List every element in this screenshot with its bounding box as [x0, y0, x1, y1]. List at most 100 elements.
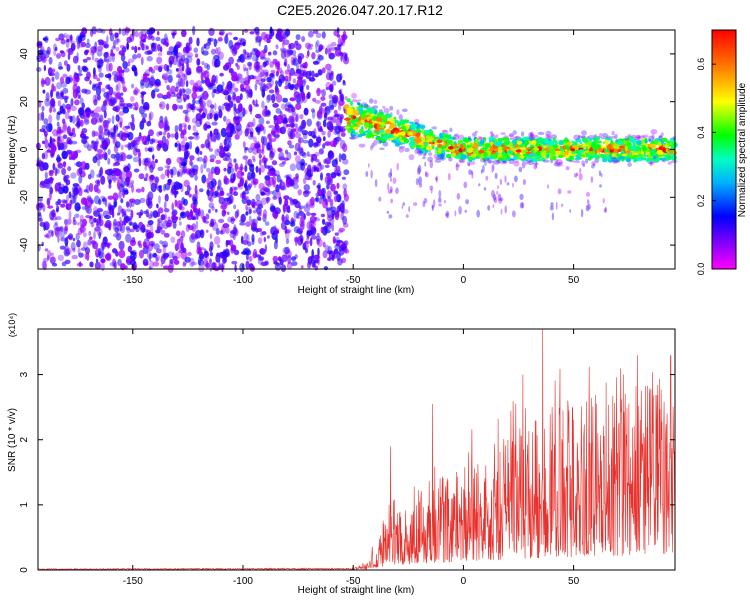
spectrogram-cell — [132, 54, 138, 60]
spectrogram-cell — [131, 46, 135, 50]
spectrogram-cell — [265, 60, 269, 66]
spectrogram-cell — [483, 137, 487, 142]
spectrogram-cell — [49, 256, 56, 265]
spectrogram-cell — [246, 234, 250, 244]
spectrogram-cell — [317, 134, 321, 142]
spectrogram-cell — [199, 188, 204, 193]
spectrogram-cell — [315, 32, 322, 38]
spectrogram-cell — [244, 186, 249, 191]
spectrogram-cell — [55, 156, 62, 162]
spectrogram-cell — [530, 131, 534, 138]
spectrogram-cell — [498, 198, 503, 204]
spectrogram-cell — [251, 155, 256, 161]
spectrogram-cell — [52, 129, 59, 137]
spectrogram-cell — [207, 132, 210, 140]
spectrogram-cell — [306, 230, 313, 237]
spectrogram-cell — [429, 160, 434, 169]
spectrogram-cell — [285, 123, 292, 128]
spectrogram-cell — [300, 215, 305, 224]
spectrogram-cell — [333, 109, 338, 116]
spectrogram-cell — [626, 141, 632, 147]
spectrogram-cell — [525, 159, 528, 166]
spectrogram-cell — [133, 264, 137, 270]
spectrogram-cell — [247, 171, 252, 181]
spectrogram-cell — [263, 236, 266, 243]
spectrogram-cell — [213, 235, 221, 245]
spectrogram-cell — [323, 266, 329, 271]
spectrogram-cell — [229, 186, 233, 195]
spectrogram-cell — [399, 136, 402, 142]
spectrogram-cell — [96, 49, 103, 57]
spectrogram-cell — [122, 125, 129, 131]
spectrogram-cell — [229, 239, 234, 247]
spectrogram-cell — [45, 123, 53, 133]
spectrogram-cell — [346, 121, 351, 125]
spectrogram-cell — [185, 46, 189, 52]
spectrogram-cell — [257, 217, 262, 221]
spectrogram-cell — [65, 203, 72, 211]
spectrogram-cell — [78, 187, 83, 196]
spectrogram-cell — [301, 152, 307, 158]
spectrogram-cell — [44, 248, 49, 252]
spectrogram-cell — [72, 55, 79, 64]
spectrogram-cell — [615, 139, 619, 143]
spectrogram-cell — [324, 47, 328, 55]
spectrogram-cell — [50, 144, 57, 153]
spectrogram-cell — [209, 197, 214, 203]
spectrogram-cell — [483, 151, 488, 157]
spectrogram-cell — [41, 111, 45, 121]
spectrogram-cell — [270, 228, 273, 235]
spectrogram-cell — [386, 210, 390, 214]
spectrogram-cell — [415, 144, 422, 148]
spectrogram-cell — [265, 142, 270, 151]
spectrogram-cell — [233, 158, 237, 163]
spectrogram-cell — [594, 136, 600, 142]
spectrogram-cell — [104, 169, 109, 175]
spectrogram-cell — [120, 144, 124, 151]
spectrogram-cell — [76, 52, 79, 62]
spectrogram-cell — [293, 91, 301, 99]
spectrogram-cell — [174, 252, 182, 259]
spectrogram-cell — [231, 95, 238, 102]
spectrogram-cell — [310, 130, 316, 138]
spectrogram-cell — [335, 117, 342, 127]
spectrogram-cell — [88, 182, 94, 193]
spectrogram-cell — [497, 185, 499, 190]
spectrogram-cell — [55, 216, 62, 221]
spectrogram-cell — [508, 133, 514, 138]
spectrogram-cell — [236, 209, 240, 217]
spectrogram-cell — [180, 246, 185, 251]
spectrogram-cell — [164, 213, 168, 221]
spectrogram-cell — [193, 134, 200, 141]
spectrogram-cell — [146, 120, 152, 127]
spectrogram-cell — [313, 166, 317, 172]
spectrogram-cell — [275, 80, 279, 86]
spectrogram-cell — [81, 136, 88, 144]
spectrogram-cell — [237, 183, 242, 188]
colorbar: 0.00.20.40.6 Normalized spectral amplitu… — [696, 29, 748, 275]
spectrogram-cell — [142, 228, 149, 233]
spectrogram-cell — [590, 176, 594, 184]
spectrogram-cell — [59, 76, 65, 84]
spectrogram-cell — [617, 141, 624, 146]
spectrogram-cell — [58, 66, 64, 70]
spectrogram-cell — [93, 112, 100, 119]
spectrogram-cell — [593, 140, 600, 144]
spectrogram-cell — [49, 107, 53, 113]
spectrogram-cell — [340, 52, 343, 62]
spectrogram-cell — [244, 85, 251, 92]
spectrogram-cell — [423, 130, 430, 135]
spectrogram-cell — [336, 73, 342, 83]
spectrogram-cell — [150, 182, 157, 193]
spectrogram-cell — [118, 27, 122, 35]
spectrogram-cell — [360, 102, 368, 108]
spectrogram-cell — [85, 247, 90, 255]
spectrogram-cell — [94, 93, 99, 102]
spectrogram-cell — [454, 210, 457, 217]
spectrogram-cell — [249, 164, 255, 173]
spectrogram-cell — [84, 108, 91, 113]
spectrogram-cell — [149, 164, 154, 173]
spectrogram-cell — [302, 132, 308, 140]
spectrogram-cell — [347, 129, 352, 134]
